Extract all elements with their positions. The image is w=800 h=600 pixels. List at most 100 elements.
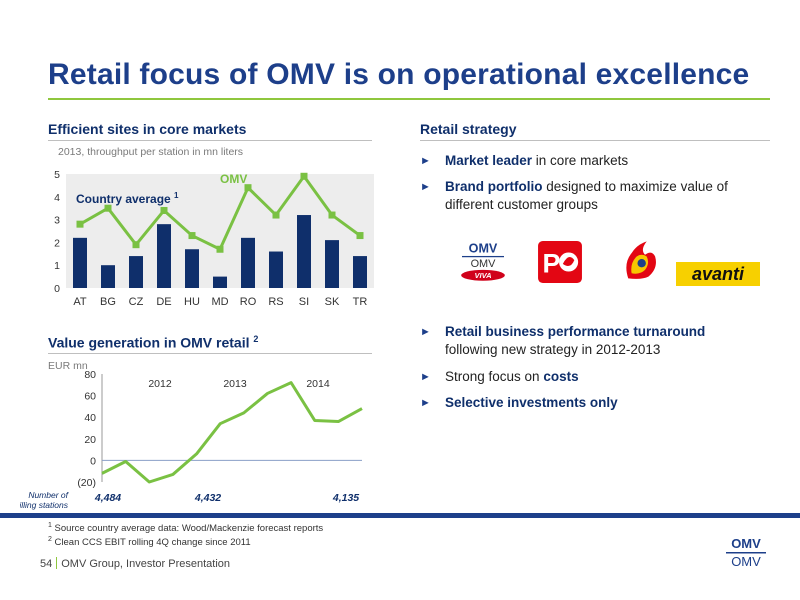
bullet-text: designed to maximize value of different …: [445, 179, 728, 212]
y-tick-label: 60: [84, 391, 96, 403]
x-tick-label: CZ: [129, 296, 144, 308]
bullet-bold: Selective investments only: [445, 395, 618, 410]
year-label: 2012: [148, 378, 172, 390]
bar-omv: [213, 276, 227, 288]
bar-omv: [157, 224, 171, 288]
avanti-logo: avanti: [676, 262, 760, 286]
bullet-text: in core markets: [532, 153, 629, 168]
y-tick-label: 2: [54, 237, 60, 249]
y-tick-label: 40: [84, 412, 96, 424]
chart2-heading: Value generation in OMV retail 2: [48, 334, 258, 351]
series-label-country-average: Country average 1: [76, 191, 179, 206]
omv-corner-logo: OMV OMV: [726, 536, 766, 569]
throughput-chart: 0 1 2 3 4 5 AT BG CZ DE HU MD RO RS SI SK TR Country aver…: [54, 169, 374, 308]
value-generation-chart: (20) 0 20 40 60 80 2012 2013 2014 Number offillin…: [20, 370, 363, 510]
chart1-rule: [48, 140, 372, 141]
stations-value: 4,135: [332, 492, 359, 504]
year-label: 2013: [223, 378, 247, 390]
bullet-arrow-icon: ►: [420, 181, 431, 193]
year-label: 2014: [306, 378, 330, 390]
country-average-marker: [104, 204, 112, 212]
chart2-rule: [48, 353, 372, 354]
bar-omv: [185, 249, 199, 288]
y-tick-label: 20: [84, 434, 96, 446]
bullet-text: Strong focus on: [445, 369, 544, 384]
bar-omv: [241, 237, 255, 288]
page-footer: 54 OMV Group, Investor Presentation: [40, 557, 230, 570]
omv-logo-text: OMV: [469, 242, 498, 256]
stations-label-line1: Number of: [28, 490, 69, 500]
omv-logo-text-2: OMV: [471, 258, 497, 270]
title-underline: [48, 98, 770, 100]
bullet-bold: Retail business performance turnaround: [445, 324, 706, 339]
footer-separator: [56, 557, 58, 569]
page-title: Retail focus of OMV is on operational ex…: [48, 58, 750, 91]
footnote-2-sup: 2: [48, 536, 52, 543]
bullet-bold: costs: [543, 369, 579, 384]
bar-omv: [353, 256, 367, 288]
country-average-marker: [272, 211, 280, 219]
stations-label-line2: filling stations: [20, 500, 69, 510]
corner-logo-top: OMV: [731, 536, 761, 551]
bullet-arrow-icon: ►: [420, 155, 431, 167]
y-tick-label: 0: [54, 283, 60, 295]
country-average-marker: [160, 206, 168, 214]
chart2-heading-sup: 2: [253, 334, 259, 344]
x-tick-label: RO: [240, 296, 257, 308]
footnote-1-sup: 1: [48, 522, 52, 529]
footnote-1-text: Source country average data: Wood/Macken…: [54, 523, 324, 535]
x-tick-label: MD: [211, 296, 228, 308]
country-average-marker: [188, 232, 196, 240]
footnote-1: 1 Source country average data: Wood/Mack…: [48, 522, 323, 534]
x-tick-label: HU: [184, 296, 200, 308]
bar-omv: [269, 251, 283, 288]
bar-omv: [129, 256, 143, 288]
footnote-2: 2 Clean CCS EBIT rolling 4Q change since…: [48, 536, 251, 548]
chart2-heading-text: Value generation in OMV retail: [48, 334, 250, 351]
country-average-marker: [328, 211, 336, 219]
y-tick-label: 80: [84, 370, 96, 381]
x-tick-label: DE: [156, 296, 171, 308]
bullet-text: following new strategy in 2012-2013: [445, 342, 661, 357]
stations-value: 4,432: [194, 492, 221, 504]
bullet-arrow-icon: ►: [420, 371, 431, 383]
omv-viva-logo: OMV OMV VIVA: [461, 242, 505, 281]
bullet-arrow-icon: ►: [420, 326, 431, 338]
chart1-subtitle: 2013, throughput per station in mn liter…: [58, 146, 244, 158]
footer-band: [0, 513, 800, 518]
x-tick-label: SI: [299, 296, 309, 308]
bullet-bold: Market leader: [445, 153, 533, 168]
footnote-2-text: Clean CCS EBIT rolling 4Q change since 2…: [54, 537, 251, 549]
bullet-bold: Brand portfolio: [445, 179, 543, 194]
ebit-change-line: [101, 381, 363, 484]
strategy-heading: Retail strategy: [420, 121, 517, 137]
country-average-marker: [216, 245, 224, 253]
country-average-marker: [300, 172, 308, 180]
footer-text: OMV Group, Investor Presentation: [61, 558, 230, 570]
y-tick-label: 1: [54, 260, 60, 272]
strategy-rule: [420, 140, 770, 141]
bar-omv: [325, 240, 339, 288]
bar-omv: [297, 215, 311, 288]
chart2-unit: EUR mn: [48, 360, 88, 372]
plot-area: [66, 174, 374, 288]
avanti-logo-text: avanti: [692, 264, 745, 284]
x-tick-label: AT: [73, 296, 87, 308]
series-label-omv: OMV: [220, 172, 247, 186]
bullet-arrow-icon: ►: [420, 397, 431, 409]
x-tick-label: RS: [268, 296, 283, 308]
y-tick-label: 5: [54, 169, 60, 181]
y-tick-label: 3: [54, 215, 60, 227]
chart1-heading: Efficient sites in core markets: [48, 121, 247, 137]
petrom-logo: P: [538, 241, 582, 283]
bar-omv: [101, 265, 115, 288]
stations-value: 4,484: [94, 492, 121, 504]
x-tick-label: TR: [353, 296, 368, 308]
x-tick-label: BG: [100, 296, 116, 308]
country-average-marker: [244, 184, 252, 192]
series-label-sup: 1: [174, 191, 179, 200]
country-average-marker: [356, 232, 364, 240]
country-average-marker: [132, 241, 140, 249]
petrom-logo-letter: P: [542, 249, 560, 279]
viva-logo-text: VIVA: [474, 271, 491, 280]
